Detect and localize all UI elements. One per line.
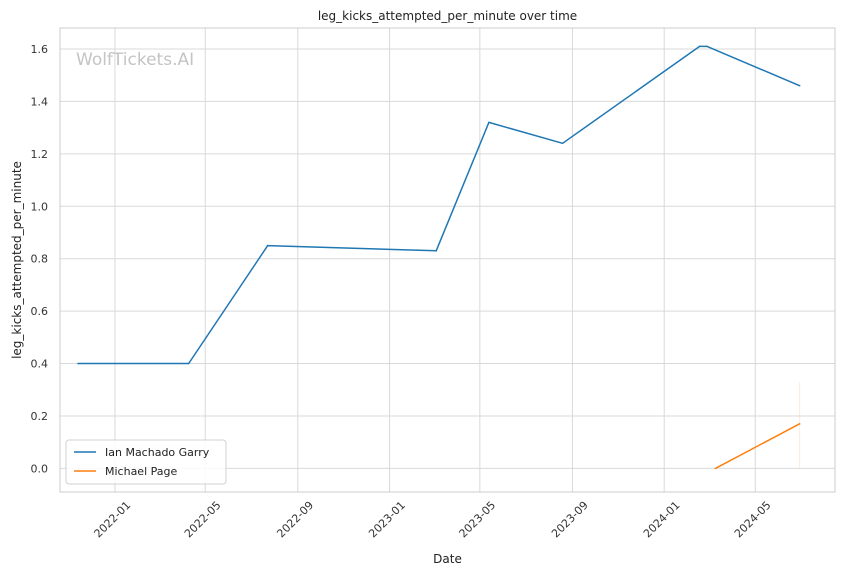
chart-title: leg_kicks_attempted_per_minute over time bbox=[318, 9, 577, 23]
data-point bbox=[706, 45, 708, 48]
y-tick-label: 0.6 bbox=[31, 305, 49, 318]
legend-label: Michael Page bbox=[105, 465, 177, 478]
y-tick-label: 1.4 bbox=[31, 95, 49, 108]
y-axis-title: leg_kicks_attempted_per_minute bbox=[10, 161, 24, 359]
data-point bbox=[488, 121, 490, 124]
y-tick-label: 1.2 bbox=[31, 148, 49, 161]
data-point bbox=[714, 467, 717, 470]
data-point bbox=[187, 362, 190, 365]
y-tick-label: 1.6 bbox=[31, 43, 49, 56]
y-tick-label: 0.8 bbox=[31, 253, 49, 266]
data-point bbox=[77, 362, 79, 365]
data-point bbox=[561, 142, 564, 145]
y-tick-label: 0.4 bbox=[31, 358, 49, 371]
data-point bbox=[435, 250, 438, 252]
grid bbox=[60, 28, 835, 492]
data-point bbox=[698, 45, 701, 48]
data-point bbox=[798, 84, 801, 87]
series-layer bbox=[77, 45, 801, 470]
x-axis-title: Date bbox=[433, 552, 462, 566]
data-point bbox=[266, 244, 269, 247]
data-point bbox=[798, 423, 801, 425]
y-tick-label: 0.0 bbox=[31, 462, 49, 475]
series-line bbox=[715, 423, 800, 470]
legend-label: Ian Machado Garry bbox=[105, 446, 210, 459]
legend: Ian Machado Garry Michael Page bbox=[65, 439, 227, 485]
watermark: WolfTickets.AI bbox=[76, 50, 194, 70]
legend-box bbox=[65, 439, 227, 485]
plot-frame bbox=[59, 27, 836, 493]
y-tick-label: 1.0 bbox=[31, 200, 49, 213]
y-tick-label: 0.2 bbox=[31, 410, 49, 423]
